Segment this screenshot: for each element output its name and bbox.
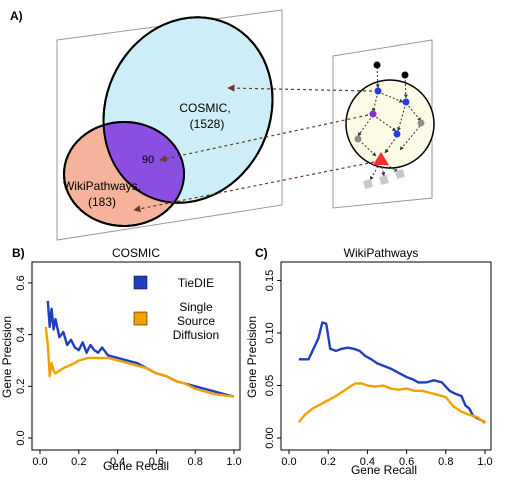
chart-b-legend-label-single-source-diffusion: Source xyxy=(177,314,215,328)
panel-a-label: A) xyxy=(10,9,23,23)
panel-c-label: C) xyxy=(255,246,268,260)
arrow-to-cosmic xyxy=(227,84,373,92)
panel-c-chart: C) WikiPathways Gene Recall Gene Precisi… xyxy=(245,246,493,477)
chart-c-xtick-label: 0.2 xyxy=(321,456,336,468)
network-circle xyxy=(345,79,435,169)
chart-b-ytick-label: 0.4 xyxy=(15,327,27,342)
chart-b-xtick-label: 0.2 xyxy=(71,456,86,468)
cosmic-label: COSMIC, xyxy=(179,101,230,115)
panel-b-label: B) xyxy=(12,246,25,260)
mapping-arrows xyxy=(133,84,375,213)
chart-b-plot-frame xyxy=(31,261,241,451)
chart-b-ytick-label: 0.0 xyxy=(15,430,27,445)
chart-c-title: WikiPathways xyxy=(344,246,419,260)
wikipathways-set-outline xyxy=(63,121,185,227)
source-node-1 xyxy=(373,61,381,69)
chart-c-ytick-label: 0.00 xyxy=(264,427,276,448)
chart-b-legend-label-tiedie: TieDIE xyxy=(178,276,214,290)
chart-b-legend-swatch-single-source-diffusion xyxy=(133,311,148,326)
chart-b-title: COSMIC xyxy=(112,246,160,260)
pathway-node-blue-1 xyxy=(374,87,382,95)
overlap-count: 90 xyxy=(142,154,154,166)
chart-c-ylabel: Gene Precision xyxy=(245,316,259,398)
chart-c-plot-frame xyxy=(280,261,492,451)
chart-b-legend-swatch-tiedie xyxy=(133,275,148,290)
network-edges xyxy=(357,66,422,181)
wikipathways-label: WikiPathways, xyxy=(63,179,141,193)
target-node-triangle xyxy=(373,152,389,165)
chart-b-legend-label-single-source-diffusion: Diffusion xyxy=(173,328,219,342)
chart-b-ytick-label: 0.2 xyxy=(15,379,27,394)
chart-b-xtick-label: 1.0 xyxy=(226,456,241,468)
chart-c-series-tiedie xyxy=(298,321,486,424)
chart-c-xtick-label: 0.6 xyxy=(399,456,414,468)
target-gene-box-2 xyxy=(379,175,389,185)
pathway-node-gray-1 xyxy=(354,135,362,143)
wikipathways-count: (183) xyxy=(88,195,116,209)
pathway-node-blue-3 xyxy=(393,130,401,138)
panel-b-chart: B) COSMIC Gene Recall Gene Precision 0.0… xyxy=(0,246,242,473)
source-node-2 xyxy=(401,71,409,79)
chart-c-xtick-label: 0.4 xyxy=(360,456,375,468)
chart-c-ytick-label: 0.15 xyxy=(264,270,276,291)
network-nodes xyxy=(354,61,425,189)
chart-c-xtick-label: 1.0 xyxy=(477,456,492,468)
chart-c-series-single-source-diffusion xyxy=(297,382,486,425)
chart-b-ylabel: Gene Precision xyxy=(0,316,14,398)
pathway-node-blue-2 xyxy=(402,98,410,106)
chart-c-xlabel: Gene Recall xyxy=(351,463,417,477)
target-gene-box-1 xyxy=(363,179,373,189)
chart-b-xtick-label: 0.6 xyxy=(149,456,164,468)
arrow-to-wikipathways xyxy=(133,161,375,213)
target-gene-box-3 xyxy=(395,169,405,179)
pathway-node-purple xyxy=(369,110,377,118)
chart-b-xtick-label: 0.8 xyxy=(188,456,203,468)
chart-b-series-single-source-diffusion xyxy=(44,326,235,398)
chart-b-xtick-label: 0.4 xyxy=(110,456,125,468)
chart-b-xtick-label: 0.0 xyxy=(32,456,47,468)
chart-c-ytick-label: 0.10 xyxy=(264,322,276,343)
chart-c-xtick-label: 0.0 xyxy=(281,456,296,468)
chart-b-legend-label-single-source-diffusion: Single xyxy=(179,300,213,314)
chart-c-xtick-label: 0.8 xyxy=(438,456,453,468)
chart-b-xlabel: Gene Recall xyxy=(103,459,169,473)
chart-c-ytick-label: 0.05 xyxy=(264,375,276,396)
panel-a: A) COSMIC, (1528) 90 WikiPathways, (183) xyxy=(10,9,435,241)
cosmic-set-outline xyxy=(102,16,274,204)
chart-b-ytick-label: 0.6 xyxy=(15,275,27,290)
cosmic-count: (1528) xyxy=(190,117,225,131)
pathway-node-gray-2 xyxy=(417,119,425,127)
